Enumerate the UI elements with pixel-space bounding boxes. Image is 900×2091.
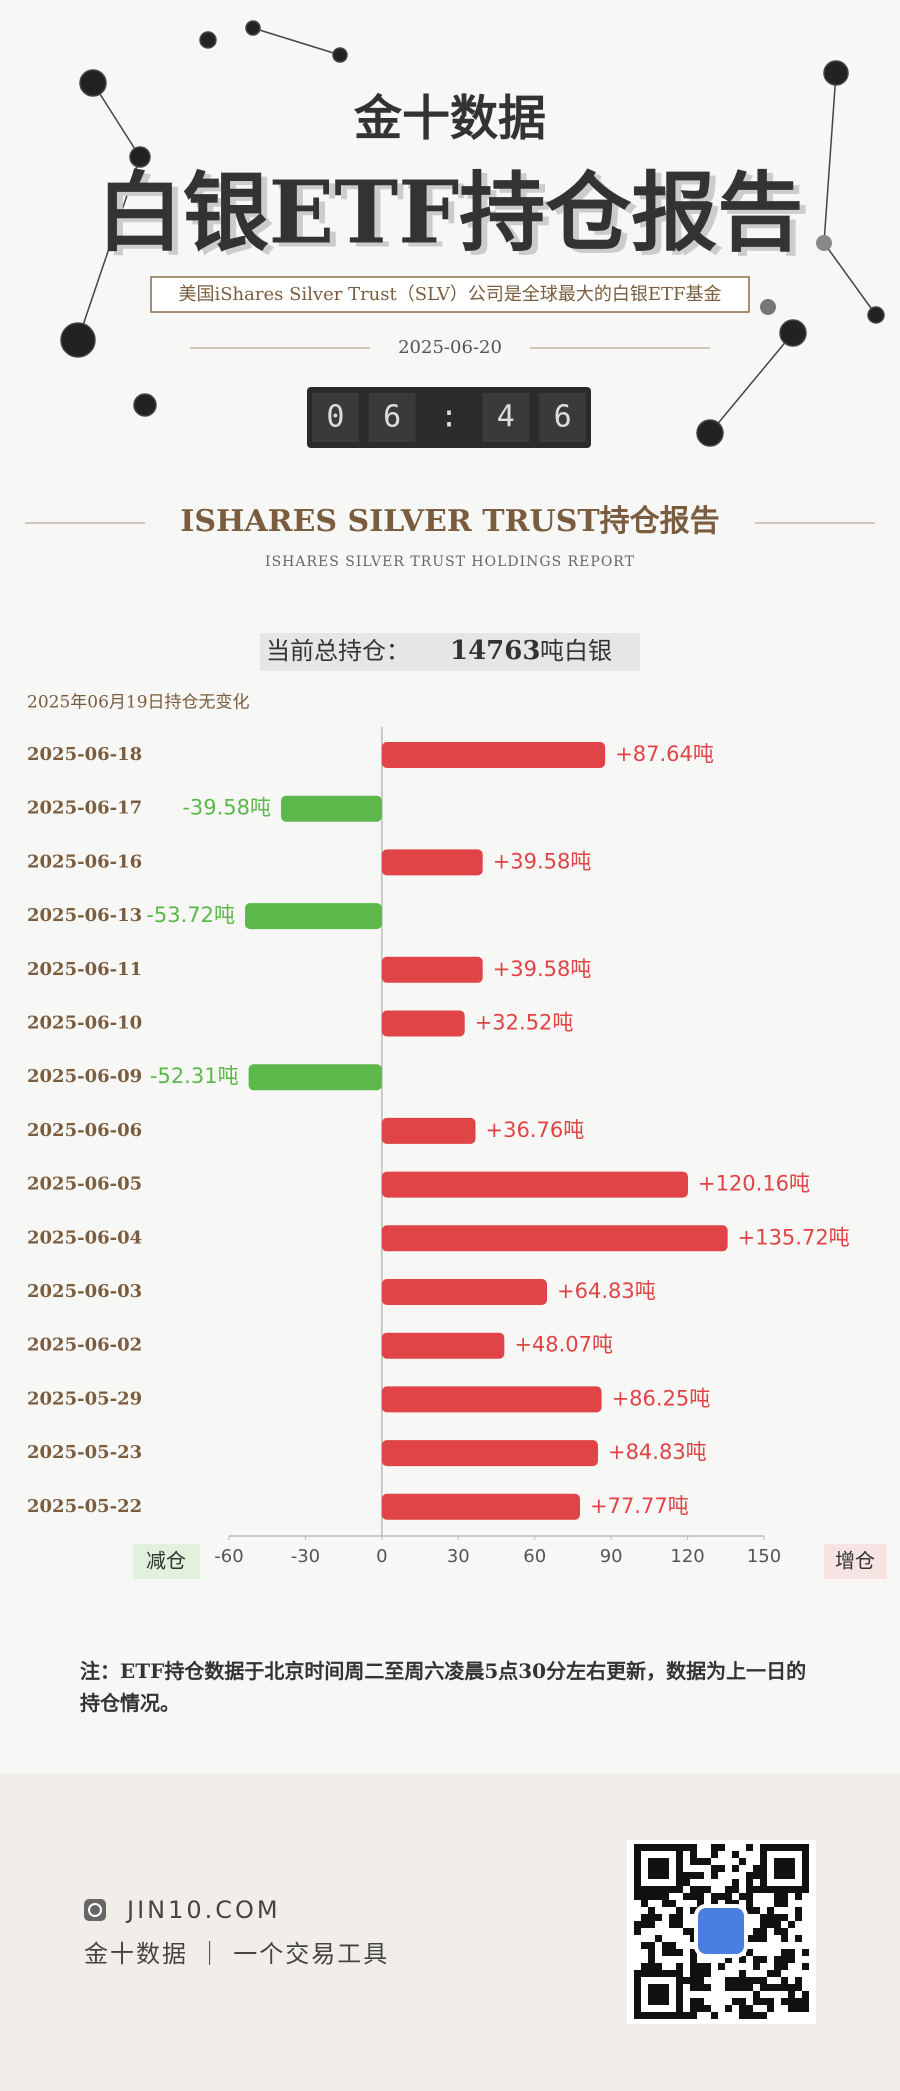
bar xyxy=(381,1010,465,1037)
x-tick-label: 90 xyxy=(600,1546,623,1567)
qr-code xyxy=(627,1840,816,2024)
right-label: 增仓 xyxy=(835,1549,875,1573)
bar xyxy=(381,1493,580,1520)
title: 白银ETF持仓报告 xyxy=(97,163,804,264)
bar xyxy=(381,956,483,983)
summary-box xyxy=(260,633,640,671)
subtitle: 美国iShares Silver Trust（SLV）公司是全球最大的白银ETF… xyxy=(178,284,721,305)
value-label: +87.64吨 xyxy=(615,742,714,766)
value-label: -39.58吨 xyxy=(182,796,271,820)
site: JIN10.COM xyxy=(125,1896,281,1924)
y-tick-label: 2025-06-18 xyxy=(27,744,142,765)
x-tick-label: -60 xyxy=(214,1546,243,1567)
chart-note: 2025年06月19日持仓无变化 xyxy=(27,693,250,713)
footer-note: 注：ETF持仓数据于北京时间周二至周六凌晨5点30分左右更新，数据为上一日的持仓… xyxy=(80,1659,807,1715)
value-label: +84.83吨 xyxy=(608,1440,707,1464)
value-label: -52.31吨 xyxy=(150,1064,239,1088)
bar xyxy=(381,1386,602,1413)
countdown: 0 6: 4 6 xyxy=(312,393,586,442)
subtitle-box xyxy=(150,276,750,313)
value-label: +64.83吨 xyxy=(557,1279,656,1303)
bar xyxy=(381,849,483,876)
x-tick-label: 150 xyxy=(747,1546,781,1567)
x-tick-label: 60 xyxy=(523,1546,546,1567)
summary-unit: 吨白银 xyxy=(540,637,612,665)
section-title: ISHARES SILVER TRUST持仓报告 xyxy=(180,504,719,539)
bar xyxy=(381,1279,548,1305)
countdown-cell xyxy=(368,393,416,442)
value-label: +48.07吨 xyxy=(514,1333,613,1357)
countdown-cell xyxy=(312,393,359,442)
y-tick-label: 2025-06-02 xyxy=(27,1335,142,1356)
x-tick-label: 30 xyxy=(447,1546,470,1567)
summary-total: 14763 xyxy=(450,636,540,666)
countdown-digit: 6 xyxy=(383,400,401,435)
bar xyxy=(381,1225,728,1252)
value-label: +120.16吨 xyxy=(698,1172,810,1196)
value-label: +135.72吨 xyxy=(738,1225,850,1249)
bar xyxy=(381,1332,505,1359)
right-label-box xyxy=(824,1544,887,1579)
summary-label: 当前总持仓： xyxy=(266,637,410,665)
countdown-digit: 6 xyxy=(554,400,572,435)
left-label: 减仓 xyxy=(146,1549,186,1573)
value-label: +77.77吨 xyxy=(590,1494,689,1518)
value-label: -53.72吨 xyxy=(146,903,235,927)
decoration xyxy=(60,20,885,447)
bar-chart: -60 -30 0 30 60 90 120 150 2025-06-18 +87.64吨 2025… xyxy=(27,727,850,1567)
date: 2025-06-20 xyxy=(398,337,502,358)
y-tick-label: 2025-06-16 xyxy=(27,851,142,872)
countdown-digit: : xyxy=(440,400,458,435)
y-tick-label: 2025-06-09 xyxy=(27,1066,142,1087)
bar xyxy=(281,795,382,822)
y-tick-label: 2025-06-13 xyxy=(27,905,142,926)
y-tick-label: 2025-06-10 xyxy=(27,1013,142,1034)
y-tick-label: 2025-05-22 xyxy=(27,1496,142,1517)
y-tick-label: 2025-06-03 xyxy=(27,1281,142,1302)
value-label: +39.58吨 xyxy=(493,957,592,981)
countdown-digit: 0 xyxy=(326,400,344,435)
slogan: 金十数据 ｜ 一个交易工具 xyxy=(84,1940,389,1968)
site-icon xyxy=(84,1899,106,1921)
bar xyxy=(381,1117,476,1144)
y-tick-label: 2025-06-11 xyxy=(27,959,142,980)
y-tick-label: 2025-06-17 xyxy=(27,798,142,819)
bar xyxy=(381,1171,688,1198)
value-label: +36.76吨 xyxy=(486,1118,585,1142)
bar xyxy=(244,903,382,930)
bar xyxy=(248,1064,382,1091)
value-label: +32.52吨 xyxy=(475,1011,574,1035)
x-tick-label: 120 xyxy=(670,1546,704,1567)
y-tick-label: 2025-06-05 xyxy=(27,1174,142,1195)
brand: 金十数据 xyxy=(353,91,546,147)
value-label: +86.25吨 xyxy=(612,1386,711,1410)
x-tick-label: 0 xyxy=(376,1546,387,1567)
value-label: +39.58吨 xyxy=(493,849,592,873)
countdown-cell xyxy=(539,393,586,442)
countdown-digit: 4 xyxy=(497,400,515,435)
bar xyxy=(381,742,606,768)
x-tick-label: -30 xyxy=(291,1546,320,1567)
y-tick-label: 2025-06-04 xyxy=(27,1227,142,1248)
bar xyxy=(381,1440,598,1467)
countdown-cell xyxy=(482,393,530,442)
y-tick-label: 2025-05-29 xyxy=(27,1388,142,1409)
section-subtitle: ISHARES SILVER TRUST HOLDINGS REPORT xyxy=(265,554,635,570)
title-shadow: 白银ETF持仓报告 xyxy=(103,167,810,268)
left-label-box xyxy=(133,1544,200,1579)
y-tick-label: 2025-05-23 xyxy=(27,1442,142,1463)
y-tick-label: 2025-06-06 xyxy=(27,1120,142,1141)
